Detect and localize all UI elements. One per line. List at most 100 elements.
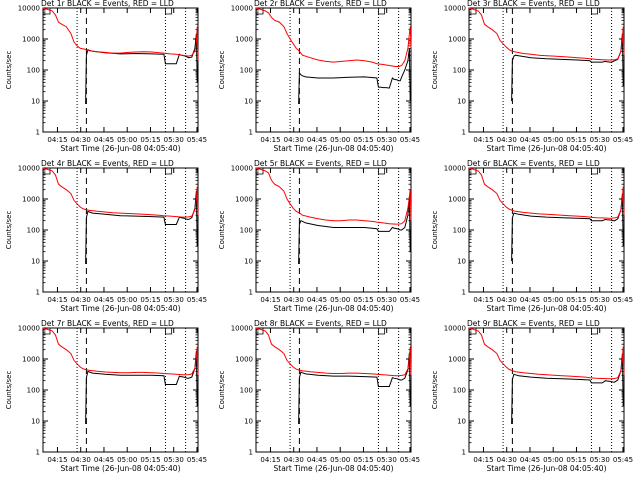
x-tick-label: 05:15 [566,296,586,304]
chart-title: Det 1r BLACK = Events, RED = LLD [41,0,174,8]
plot-frame [255,7,412,133]
saa-marker [42,168,51,175]
saa-marker [378,8,386,15]
x-axis-label: Start Time (26-Jun-08 04:05:40) [487,304,607,313]
y-tick-label: 10000 [444,165,466,173]
x-tick-label: 05:00 [117,296,137,304]
lld-series-line [468,327,625,380]
x-tick-label: 05:45 [187,136,207,144]
x-tick-label: 05:30 [164,136,184,144]
x-tick-label: 05:00 [330,296,350,304]
x-tick-label: 04:45 [94,296,114,304]
x-tick-label: 04:45 [94,136,114,144]
y-tick-label: 1000 [235,356,253,364]
plot-frame [468,327,625,453]
x-tick-label: 05:30 [164,296,184,304]
y-tick-label: 1 [36,129,40,137]
x-tick-label: 04:15 [473,456,493,464]
x-tick-label: 04:30 [71,136,91,144]
events-series-line [85,191,198,265]
y-tick-label: 1 [249,449,253,457]
y-tick-label: 1 [462,449,466,457]
chart-panel-6: Det 6r BLACK = Events, RED = LLD 1 10 100 10… [431,159,633,313]
x-tick-label: 04:15 [473,136,493,144]
x-axis-label: Start Time (26-Jun-08 04:05:40) [274,144,394,153]
x-tick-label: 04:30 [284,456,304,464]
y-tick-label: 1000 [235,36,253,44]
y-tick-label: 1 [249,129,253,137]
y-tick-label: 10 [457,258,466,266]
events-series-line [85,33,198,105]
lld-series-line [468,7,625,61]
x-tick-label: 05:15 [566,456,586,464]
y-tick-label: 1000 [22,356,40,364]
lld-series-line [42,7,199,61]
x-tick-label: 05:30 [590,456,610,464]
lld-series-line [255,7,412,67]
events-series-line [298,196,411,265]
x-tick-label: 04:15 [47,296,67,304]
x-tick-label: 04:45 [307,456,327,464]
y-tick-label: 1000 [22,196,40,204]
y-axis-label: Counts/sec [5,51,13,90]
chart-panel-4: Det 4r BLACK = Events, RED = LLD 1 10 100 10… [5,159,207,313]
x-tick-label: 05:00 [330,136,350,144]
x-tick-label: 05:00 [543,136,563,144]
x-tick-label: 05:00 [330,456,350,464]
y-tick-label: 10000 [231,165,253,173]
saa-marker [255,168,264,175]
x-tick-label: 05:15 [140,296,160,304]
y-tick-label: 1 [462,129,466,137]
plot-frame [42,327,199,453]
y-tick-label: 100 [453,67,466,75]
saa-marker [468,328,477,335]
y-axis-label: Counts/sec [218,371,226,410]
x-axis-label: Start Time (26-Jun-08 04:05:40) [487,464,607,473]
x-axis-label: Start Time (26-Jun-08 04:05:40) [487,144,607,153]
y-tick-label: 100 [27,227,40,235]
events-series-line [85,351,198,425]
chart-title: Det 5r BLACK = Events, RED = LLD [254,159,387,168]
plot-frame [468,7,625,133]
x-tick-label: 05:30 [590,296,610,304]
saa-marker [255,8,264,15]
x-axis-label: Start Time (26-Jun-08 04:05:40) [61,304,181,313]
x-tick-label: 04:15 [260,296,280,304]
x-tick-label: 05:45 [187,456,207,464]
saa-marker [468,8,477,15]
y-axis-label: Counts/sec [218,211,226,250]
x-tick-label: 05:30 [377,296,397,304]
y-tick-label: 10 [244,418,253,426]
x-tick-label: 05:45 [400,456,420,464]
x-tick-label: 05:15 [140,456,160,464]
y-tick-label: 10000 [18,325,40,333]
saa-marker [378,328,386,335]
y-tick-label: 10 [31,258,40,266]
y-tick-label: 1000 [235,196,253,204]
plot-frame [468,167,625,293]
chart-panel-1: Det 1r BLACK = Events, RED = LLD 1 10 100 10… [5,0,207,153]
y-tick-label: 100 [453,227,466,235]
x-tick-label: 05:15 [353,136,373,144]
chart-title: Det 9r BLACK = Events, RED = LLD [467,319,600,328]
y-tick-label: 10 [31,418,40,426]
x-tick-label: 05:00 [117,136,137,144]
y-tick-label: 10000 [231,325,253,333]
x-tick-label: 05:30 [377,136,397,144]
y-tick-label: 100 [240,387,253,395]
events-series-line [298,48,411,105]
x-tick-label: 04:15 [47,456,67,464]
chart-panel-5: Det 5r BLACK = Events, RED = LLD 1 10 100 10… [218,159,420,313]
saa-marker [165,8,173,15]
y-axis-label: Counts/sec [431,211,439,250]
chart-title: Det 7r BLACK = Events, RED = LLD [41,319,174,328]
x-tick-label: 05:45 [187,296,207,304]
y-tick-label: 10000 [444,5,466,13]
x-tick-label: 04:15 [473,296,493,304]
x-tick-label: 05:00 [117,456,137,464]
y-tick-label: 10000 [18,165,40,173]
x-tick-label: 04:30 [71,456,91,464]
chart-panel-8: Det 8r BLACK = Events, RED = LLD 1 10 100 10… [218,319,420,473]
x-axis-label: Start Time (26-Jun-08 04:05:40) [274,304,394,313]
